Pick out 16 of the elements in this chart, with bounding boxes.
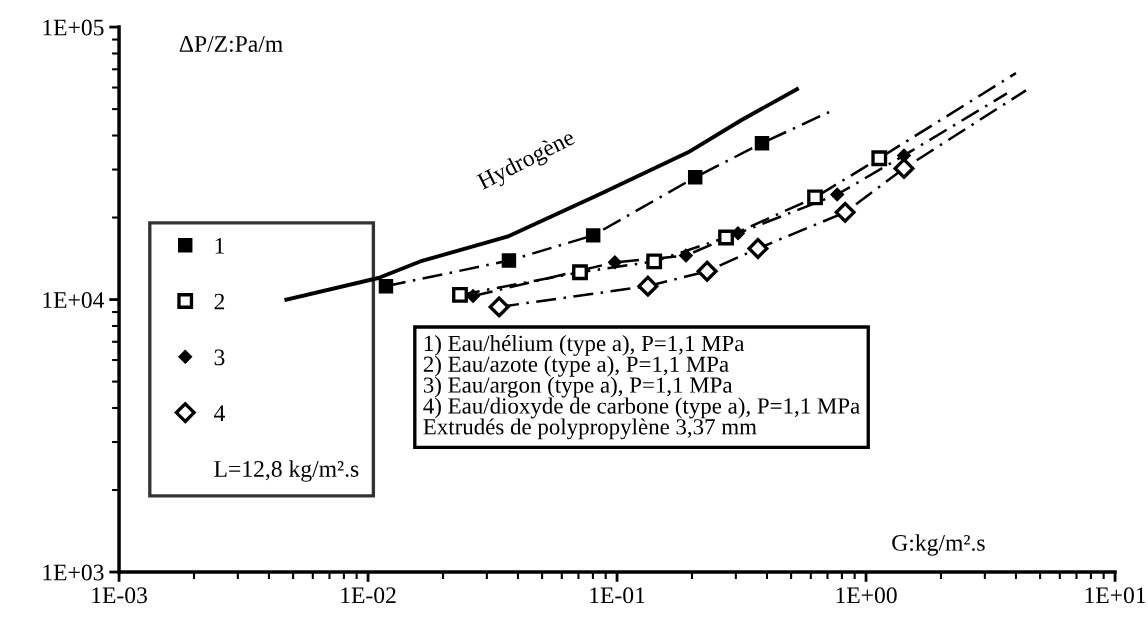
- y-axis-title: ΔP/Z:Pa/m: [179, 36, 283, 52]
- x-axis-title: G:kg/m².s: [892, 534, 985, 556]
- legend-label: 2: [214, 293, 225, 310]
- annotation: 1) Eau/hélium (type a), P=1,1 MPa 2) Eau/azote (type a), P=1,1 MPa 3) Eau/argon (type a), P=1,1 MPa 4) Eau/dioxyde de carbone (type a), P=1,1 MPa Extrudés de polypropylène 3,37 mm: [423, 334, 860, 440]
- annotation: L=12,8 kg/m².s: [214, 460, 359, 482]
- y-tick-label: 1E+04: [43, 292, 105, 308]
- x-tick-label: 1E+00: [836, 587, 897, 604]
- legend-label: 3: [214, 349, 225, 366]
- x-tick-label: 1E-03: [92, 587, 147, 604]
- y-tick-label: 1E+05: [43, 19, 104, 36]
- legend-label: 4: [214, 405, 225, 421]
- x-tick-label: 1E+01: [1085, 587, 1146, 604]
- y-tick-label: 1E+03: [43, 564, 104, 581]
- legend-label: 1: [215, 237, 224, 254]
- x-tick-label: 1E-02: [341, 587, 396, 604]
- x-tick-label: 1E-01: [590, 587, 645, 604]
